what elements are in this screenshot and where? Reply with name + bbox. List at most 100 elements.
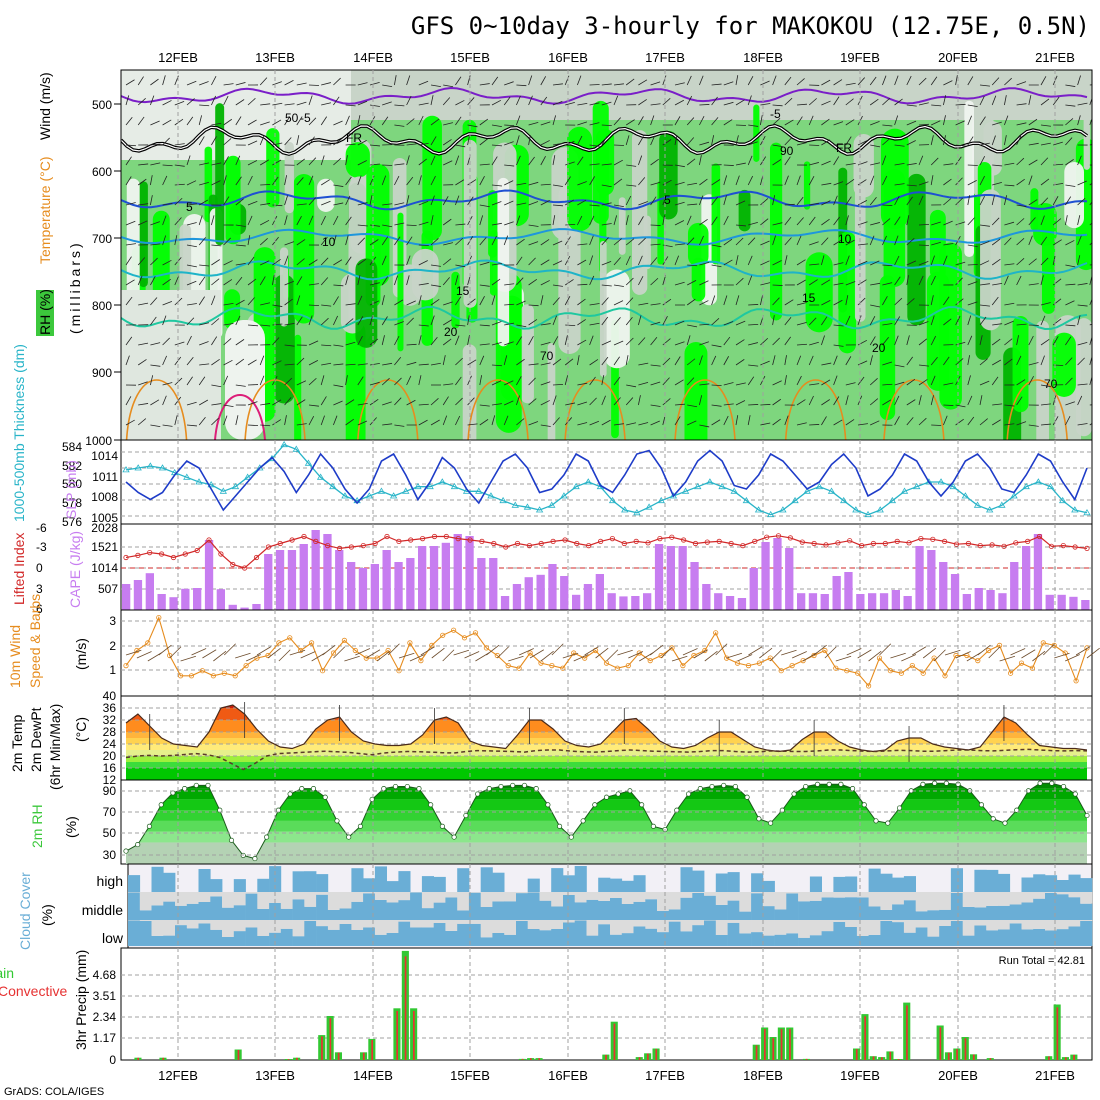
wind-barb xyxy=(650,103,661,106)
temp-tick-label: 20 xyxy=(103,749,117,763)
wind-barb xyxy=(418,142,429,146)
isotherm-25 xyxy=(1006,379,1068,440)
wind-barb xyxy=(1016,122,1027,126)
cloud-clear-cell xyxy=(1033,920,1046,929)
cloud-cell xyxy=(304,920,317,946)
wind-barb xyxy=(247,256,255,266)
cape-bar xyxy=(122,584,131,610)
cloud-cell xyxy=(1009,904,1022,920)
wind10m-barb xyxy=(682,648,698,656)
cloud-cell xyxy=(327,929,340,946)
wind-barb xyxy=(760,360,770,366)
wind-barb xyxy=(625,215,629,226)
date-label-bottom: 13FEB xyxy=(255,1068,295,1083)
wind-barb xyxy=(552,260,563,266)
wind-barb xyxy=(894,195,900,206)
cloud-clear-cell xyxy=(363,920,376,928)
wind10m-barb xyxy=(376,650,391,662)
cloud-cell xyxy=(1080,921,1093,946)
wind-barb xyxy=(455,237,464,246)
wind-barb xyxy=(991,217,1000,226)
wind-barb xyxy=(943,198,952,206)
wind-barb xyxy=(211,75,217,86)
wind-barb xyxy=(382,101,392,106)
thickness-point xyxy=(134,464,142,471)
rh2m-point xyxy=(439,823,445,829)
rh2m-tick-label: 70 xyxy=(103,805,117,819)
wind-barb xyxy=(625,135,630,146)
wind-barb xyxy=(845,179,855,186)
rh-streak xyxy=(738,189,751,232)
wind-barb xyxy=(845,196,852,206)
wind-barb xyxy=(455,296,462,306)
wind-barb xyxy=(382,84,393,88)
lifted-index-point xyxy=(894,538,900,545)
wind-barb xyxy=(491,341,502,346)
wind10m-point xyxy=(429,642,435,649)
lifted-index-point xyxy=(313,538,319,545)
wind-barb xyxy=(491,99,502,106)
rh-streak xyxy=(618,197,626,255)
wind-barb xyxy=(418,324,429,327)
cloud-clear-cell xyxy=(398,892,411,901)
cloud-clear-cell xyxy=(539,892,552,901)
wind10m-point xyxy=(123,662,129,669)
lifted-index-point xyxy=(941,538,948,545)
wind-barb xyxy=(235,339,245,346)
wind-barb xyxy=(174,275,180,286)
slp-tick-label: 1011 xyxy=(92,470,118,484)
cloud-cell xyxy=(868,906,881,920)
wind-barb xyxy=(1065,118,1074,126)
cloud-cell xyxy=(480,937,493,946)
wind-barb xyxy=(235,244,246,247)
wind-barb xyxy=(186,264,197,268)
wind-barb xyxy=(821,237,829,246)
convective-bar xyxy=(789,1029,791,1060)
cape-bar xyxy=(287,550,297,610)
cloud-clear-cell xyxy=(845,920,858,927)
wind-barb xyxy=(528,95,533,106)
rh-streak xyxy=(422,115,442,241)
wind-barb xyxy=(1004,423,1015,426)
wind-barb xyxy=(174,235,178,246)
cloud-cell xyxy=(421,908,434,920)
wind-barb xyxy=(967,217,975,226)
rh2m-point xyxy=(885,820,891,826)
wind-barb xyxy=(906,238,915,246)
wind-barb xyxy=(613,215,618,226)
wind-barb xyxy=(284,255,289,266)
cloud-clear-cell xyxy=(269,892,282,903)
wind-barb xyxy=(686,158,696,166)
lifted-index-line xyxy=(125,535,1088,569)
cloud-level-low: low xyxy=(102,930,124,946)
thickness-point xyxy=(146,462,155,469)
wind-barb xyxy=(991,376,999,386)
wind-barb xyxy=(162,119,172,126)
wind-barb xyxy=(504,283,515,286)
wind-barb xyxy=(150,424,161,428)
cloud-cell xyxy=(903,876,916,892)
cloud-clear-cell xyxy=(892,920,905,923)
wind-barb xyxy=(552,383,564,386)
wind-barb xyxy=(235,82,246,86)
cloud-clear-cell xyxy=(692,920,705,926)
wind-barb xyxy=(321,102,332,106)
contour-label: 90 xyxy=(780,144,794,158)
wind-barb xyxy=(638,255,643,266)
lifted-index-point xyxy=(467,537,473,543)
wind-barb xyxy=(955,404,966,408)
cloud-clear-cell xyxy=(1080,920,1093,921)
lifted-index-point xyxy=(396,538,402,545)
lifted-index-point xyxy=(645,540,651,546)
lifted-index-point xyxy=(835,540,841,546)
wind-barb xyxy=(455,223,466,226)
rh2m-tick-label: 30 xyxy=(103,848,117,862)
convective-bar xyxy=(605,1054,607,1060)
wind-barb xyxy=(333,77,341,86)
wind-barb xyxy=(247,297,255,306)
cloud-cell xyxy=(257,908,270,920)
contour-label: 5 xyxy=(186,200,193,214)
wind-barb xyxy=(857,423,868,426)
wind-barb xyxy=(1065,215,1068,226)
